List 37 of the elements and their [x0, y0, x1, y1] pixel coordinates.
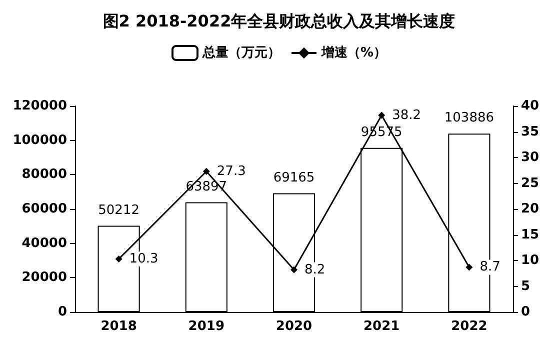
y-tick-label: 0: [58, 304, 67, 320]
y2-tick-label: 10: [521, 253, 540, 268]
y-tick-label: 120000: [12, 98, 67, 114]
y-tick-label: 20000: [22, 270, 67, 286]
y2-tick-label: 20: [521, 202, 540, 216]
point: [115, 255, 122, 262]
data-label: 10.3: [129, 251, 158, 266]
point: [202, 168, 210, 175]
y2-tick-label: 15: [521, 227, 540, 242]
x-tick-label: 2020: [276, 319, 312, 334]
y-tick-label: 100000: [12, 132, 67, 148]
legend-label: 总量（万元）: [201, 44, 280, 60]
x-tick-label: 2018: [100, 319, 137, 334]
point: [378, 112, 386, 119]
data-label: 8.2: [304, 262, 326, 278]
x-tick-label: 2021: [364, 319, 400, 334]
y2-tick-label: 40: [521, 98, 540, 114]
data-label: 69165: [273, 170, 315, 186]
legend-label: 增速（%）: [320, 46, 387, 60]
y-tick-label: 60000: [22, 202, 67, 216]
y-tick-label: 80000: [22, 167, 67, 182]
point: [466, 264, 473, 271]
data-label: 103886: [444, 110, 494, 126]
data-label: 38.2: [392, 108, 422, 123]
x-tick-label: 2022: [451, 319, 488, 334]
y2-tick-label: 0: [521, 304, 530, 320]
y2-tick-label: 30: [521, 150, 540, 165]
y2-tick-label: 5: [521, 278, 530, 294]
point: [290, 266, 298, 274]
y-tick-label: 40000: [22, 236, 67, 251]
chart-title: 图2 2018-2022年全县财政总收入及其增长速度: [102, 12, 456, 30]
data-label: 50212: [98, 202, 140, 218]
x-tick-label: 2019: [188, 319, 224, 334]
data-label: 8.7: [480, 260, 500, 275]
data-label: 27.3: [216, 164, 246, 179]
y2-tick-label: 25: [521, 176, 540, 191]
y2-tick-label: 35: [521, 124, 540, 140]
